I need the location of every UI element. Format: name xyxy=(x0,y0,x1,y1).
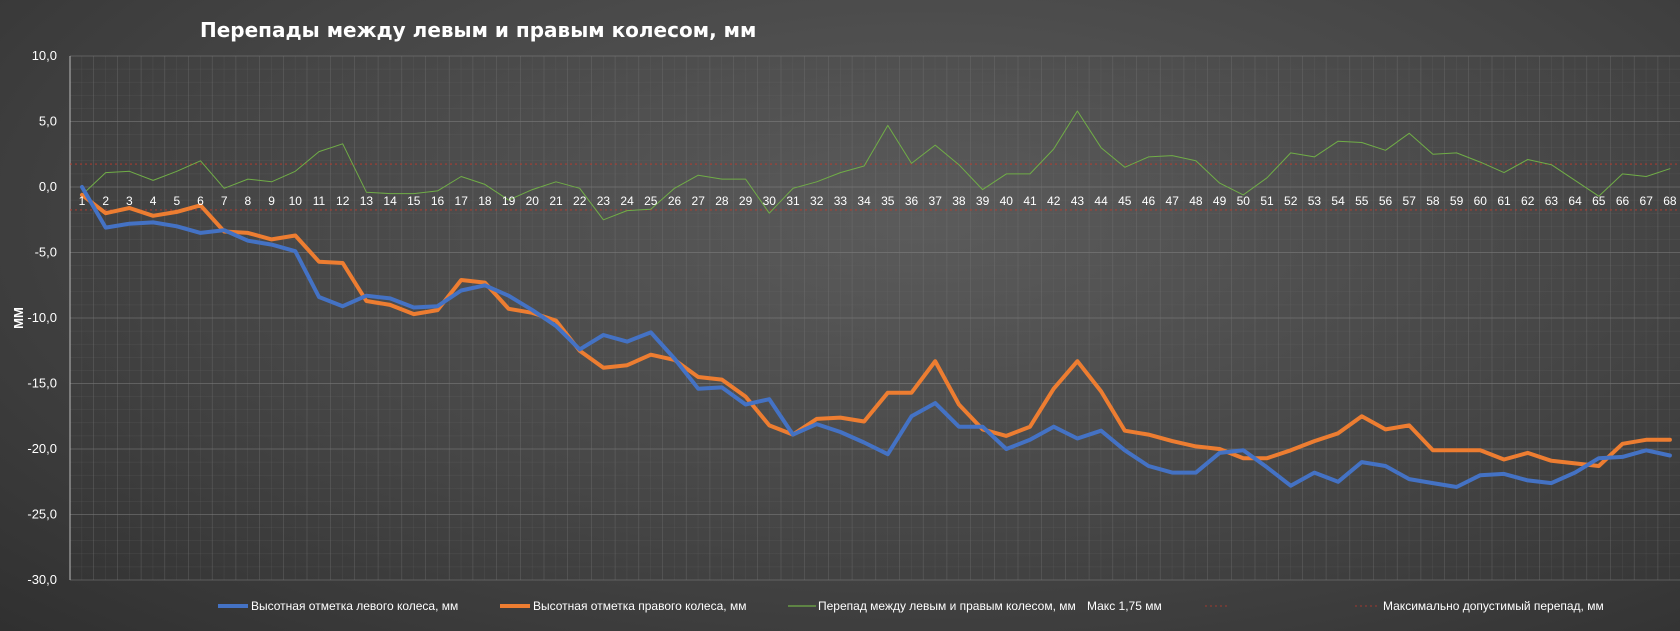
x-tick-label: 25 xyxy=(644,194,658,208)
legend-label-right: Высотная отметка правого колеса, мм xyxy=(533,599,746,613)
x-tick-label: 47 xyxy=(1166,194,1180,208)
x-tick-label: 49 xyxy=(1213,194,1227,208)
x-tick-label: 27 xyxy=(692,194,706,208)
legend-label-max: Макс 1,75 мм xyxy=(1087,599,1162,613)
x-tick-label: 39 xyxy=(976,194,990,208)
x-tick-label: 15 xyxy=(407,194,421,208)
y-axis-label: ММ xyxy=(11,307,26,329)
y-tick-labels: 10,0 5,0 0,0 -5,0 -10,0 -15,0 -20,0 -25,0 -30,0 xyxy=(27,48,57,587)
x-tick-label: 17 xyxy=(455,194,469,208)
x-tick-label: 14 xyxy=(383,194,397,208)
x-tick-label: 46 xyxy=(1142,194,1156,208)
x-tick-label: 56 xyxy=(1379,194,1393,208)
x-tick-label: 54 xyxy=(1331,194,1345,208)
x-tick-label: 16 xyxy=(431,194,445,208)
x-tick-label: 62 xyxy=(1521,194,1535,208)
x-tick-label: 60 xyxy=(1474,194,1488,208)
x-tick-label: 19 xyxy=(502,194,516,208)
x-tick-label: 53 xyxy=(1308,194,1322,208)
limit-lines xyxy=(70,163,1680,211)
x-tick-label: 65 xyxy=(1592,194,1606,208)
x-tick-label: 44 xyxy=(1094,194,1108,208)
x-tick-label: 61 xyxy=(1497,194,1511,208)
x-tick-label: 11 xyxy=(313,194,326,208)
x-tick-label: 42 xyxy=(1047,194,1061,208)
x-tick-label: 23 xyxy=(597,194,611,208)
x-tick-label: 66 xyxy=(1616,194,1630,208)
x-tick-label: 3 xyxy=(126,194,133,208)
x-tick-label: 68 xyxy=(1663,194,1677,208)
x-tick-label: 35 xyxy=(881,194,895,208)
x-tick-label: 26 xyxy=(668,194,682,208)
x-tick-label: 8 xyxy=(245,194,252,208)
x-tick-label: 32 xyxy=(810,194,824,208)
x-tick-label: 33 xyxy=(834,194,848,208)
x-tick-label: 36 xyxy=(905,194,919,208)
y-tick-label: -10,0 xyxy=(27,310,57,325)
series-line-0 xyxy=(80,185,1672,489)
series-lines xyxy=(80,110,1672,489)
y-tick-label: -15,0 xyxy=(27,376,57,391)
x-tick-label: 6 xyxy=(197,194,204,208)
x-tick-label: 12 xyxy=(336,194,350,208)
chart-title: Перепады между левым и правым колесом, м… xyxy=(200,18,756,42)
x-tick-label: 52 xyxy=(1284,194,1298,208)
x-tick-label: 50 xyxy=(1237,194,1251,208)
legend-label-diff: Перепад между левым и правым колесом, мм xyxy=(818,599,1076,613)
x-tick-label: 28 xyxy=(715,194,729,208)
x-tick-label: 20 xyxy=(526,194,540,208)
x-tick-label: 43 xyxy=(1071,194,1085,208)
x-tick-label: 55 xyxy=(1355,194,1369,208)
x-tick-label: 45 xyxy=(1118,194,1132,208)
x-tick-label: 41 xyxy=(1023,194,1037,208)
x-tick-label: 10 xyxy=(289,194,303,208)
y-tick-label: 0,0 xyxy=(39,179,57,194)
x-tick-label: 29 xyxy=(739,194,753,208)
x-tick-label: 24 xyxy=(620,194,634,208)
x-tick-label: 38 xyxy=(952,194,966,208)
legend-label-limit: Максимально допустимый перепад, мм xyxy=(1383,599,1604,613)
y-tick-label: 10,0 xyxy=(32,48,57,63)
x-tick-label: 31 xyxy=(786,194,800,208)
y-tick-label: 5,0 xyxy=(39,114,57,129)
x-tick-label: 13 xyxy=(360,194,374,208)
x-tick-label: 22 xyxy=(573,194,587,208)
series-line-2 xyxy=(81,110,1671,221)
x-tick-label: 57 xyxy=(1403,194,1417,208)
series-line-1 xyxy=(80,192,1672,468)
x-tick-label: 67 xyxy=(1640,194,1654,208)
x-tick-label: 4 xyxy=(150,194,157,208)
x-tick-label: 59 xyxy=(1450,194,1464,208)
x-tick-label: 34 xyxy=(857,194,871,208)
y-tick-label: -20,0 xyxy=(27,441,57,456)
y-tick-label: -5,0 xyxy=(35,245,57,260)
x-tick-label: 48 xyxy=(1189,194,1203,208)
y-tick-label: -25,0 xyxy=(27,507,57,522)
x-tick-label: 37 xyxy=(929,194,943,208)
x-tick-label: 64 xyxy=(1568,194,1582,208)
x-tick-label: 5 xyxy=(173,194,180,208)
x-tick-label: 7 xyxy=(221,194,228,208)
x-tick-label: 1 xyxy=(79,194,86,208)
x-tick-label: 2 xyxy=(102,194,109,208)
legend: Высотная отметка левого колеса, мм Высот… xyxy=(218,599,1604,613)
x-tick-label: 58 xyxy=(1426,194,1440,208)
grid xyxy=(69,55,1680,581)
x-tick-label: 9 xyxy=(268,194,275,208)
x-tick-label: 21 xyxy=(549,194,563,208)
y-tick-label: -30,0 xyxy=(27,572,57,587)
legend-label-left: Высотная отметка левого колеса, мм xyxy=(251,599,458,613)
x-tick-label: 51 xyxy=(1260,194,1274,208)
x-tick-label: 40 xyxy=(1000,194,1014,208)
x-tick-labels: 1 2 3 4 5 6 7 8 9 10 11 12 13 14 15 16 17 18 19 20 21 22 23 24 2… xyxy=(79,194,1677,208)
x-tick-label: 18 xyxy=(478,194,492,208)
x-tick-label: 63 xyxy=(1545,194,1559,208)
x-tick-label: 30 xyxy=(763,194,777,208)
